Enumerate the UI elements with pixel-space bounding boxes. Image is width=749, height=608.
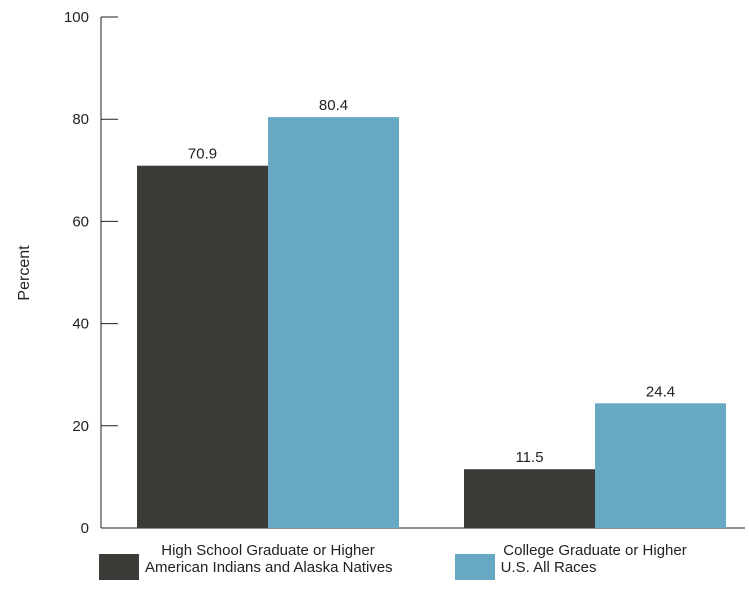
bar-value-label: 70.9: [188, 146, 217, 163]
legend-item-american-indians: American Indians and Alaska Natives: [99, 554, 393, 580]
bar: [268, 117, 399, 528]
bar: [137, 165, 268, 529]
legend-swatch: [99, 554, 139, 580]
x-axis-tick-labels: High School Graduate or Higher College Gr…: [161, 542, 686, 559]
y-tick-label: 20: [72, 418, 89, 435]
legend-label: American Indians and Alaska Natives: [145, 558, 393, 576]
y-tick-label: 60: [72, 213, 89, 230]
bar: [595, 403, 726, 528]
legend-item-us-all-races: U.S. All Races: [454, 554, 597, 580]
y-axis-label: Percent: [16, 245, 33, 301]
bar: [464, 469, 595, 528]
bar-value-label: 11.5: [515, 449, 543, 466]
y-tick-label: 0: [81, 520, 89, 537]
legend-swatch: [454, 554, 495, 580]
y-tick-label: 40: [72, 316, 89, 333]
y-tick-label: 80: [72, 111, 89, 128]
x-tick-label: College Graduate or Higher: [503, 542, 686, 559]
y-tick-label: 100: [64, 9, 89, 26]
bar-value-label: 24.4: [646, 383, 675, 400]
x-tick-label: High School Graduate or Higher: [161, 542, 374, 559]
bar-value-label: 80.4: [319, 97, 348, 114]
legend-label: U.S. All Races: [500, 558, 597, 576]
y-axis-ticks: 0 20 40 60 80 100: [64, 9, 118, 537]
bars: [137, 117, 726, 529]
data-labels: 70.9 80.4 11.5 24.4: [188, 97, 675, 466]
legend: American Indians and Alaska Natives U.S.…: [99, 554, 597, 580]
